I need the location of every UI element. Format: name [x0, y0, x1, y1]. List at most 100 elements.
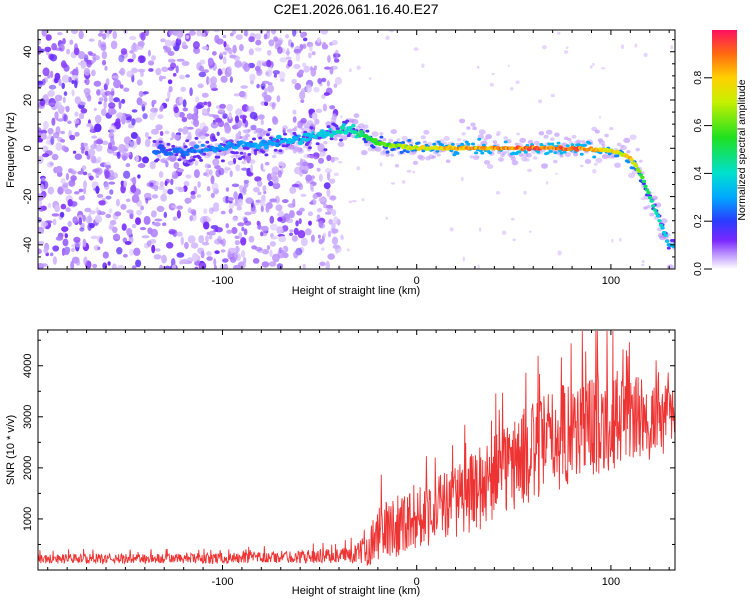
noise-speckle [316, 214, 321, 220]
noise-speckle [332, 137, 338, 141]
noise-speckle [564, 50, 569, 54]
noise-speckle [62, 238, 69, 247]
noise-speckle [97, 246, 101, 250]
noise-speckle [167, 79, 173, 85]
ridge-point [478, 129, 486, 135]
ridge-point [394, 164, 399, 168]
noise-speckle [589, 65, 593, 69]
noise-speckle [52, 218, 57, 226]
noise-speckle [80, 146, 86, 151]
noise-speckle [99, 211, 106, 216]
noise-speckle [38, 263, 45, 268]
ridge-point [660, 226, 665, 230]
ridge-point [379, 135, 384, 139]
noise-speckle [244, 119, 248, 128]
noise-speckle [565, 46, 569, 49]
snr-panel: -100 0 100 1000 2000 3000 4000 Height of stra… [5, 329, 676, 597]
noise-speckle [162, 222, 167, 226]
noise-speckle [98, 97, 104, 102]
noise-speckle [297, 230, 306, 239]
noise-speckle [167, 90, 171, 99]
noise-speckle [292, 198, 296, 208]
ridge-point [486, 164, 494, 169]
ridge-point [329, 133, 334, 138]
noise-speckle [301, 62, 307, 68]
noise-speckle [225, 223, 229, 229]
noise-speckle [233, 55, 240, 61]
noise-speckle [102, 251, 109, 259]
noise-speckle [346, 248, 350, 252]
ridge-point [623, 137, 631, 143]
ridge-point [631, 166, 636, 170]
ridge-point [158, 140, 163, 144]
ridge-point [152, 140, 157, 143]
ridge-point [371, 145, 376, 149]
ridge-point [550, 137, 555, 141]
noise-speckle [293, 227, 299, 236]
noise-speckle [62, 249, 70, 256]
ridge-point [213, 138, 218, 142]
noise-speckle [222, 34, 227, 39]
noise-speckle [110, 40, 118, 50]
noise-speckle [144, 30, 150, 37]
ridge-point [615, 154, 620, 158]
noise-speckle [331, 222, 336, 230]
noise-speckle [139, 101, 148, 107]
noise-speckle [109, 125, 117, 134]
noise-speckle [250, 163, 254, 173]
noise-speckle [326, 188, 331, 198]
noise-speckle [190, 194, 196, 200]
noise-speckle [95, 185, 100, 194]
ridge-point [466, 142, 471, 146]
noise-speckle [103, 181, 110, 190]
noise-speckle [244, 211, 252, 216]
noise-speckle [111, 75, 119, 79]
ridge-point [362, 137, 367, 141]
noise-speckle [193, 169, 200, 179]
noise-speckle [275, 204, 283, 212]
ridge-point [191, 158, 196, 162]
noise-speckle [102, 140, 109, 145]
noise-speckle [131, 194, 140, 204]
ridge-point [199, 158, 204, 162]
noise-speckle [164, 39, 172, 47]
noise-speckle [273, 36, 278, 42]
noise-speckle [112, 226, 118, 233]
noise-speckle [171, 40, 176, 47]
noise-speckle [528, 230, 532, 233]
noise-speckle [317, 78, 323, 84]
noise-speckle [212, 51, 217, 56]
noise-speckle [321, 43, 329, 50]
noise-speckle [164, 180, 168, 186]
ridge-point [471, 142, 475, 146]
ridge-point [655, 214, 661, 218]
noise-speckle [74, 111, 79, 117]
ridge-point [459, 118, 466, 124]
noise-speckle [159, 75, 163, 82]
ridge-point [271, 154, 277, 159]
ridge-point [273, 148, 278, 152]
noise-speckle [180, 86, 186, 92]
noise-speckle [47, 202, 52, 208]
noise-speckle [112, 30, 117, 40]
ridge-point [646, 205, 651, 209]
ridge-point [666, 264, 674, 269]
ridge-point [604, 133, 609, 138]
y-tick-label: -20 [22, 189, 34, 205]
noise-speckle [197, 181, 201, 188]
noise-speckle [258, 199, 267, 203]
noise-speckle [331, 236, 339, 245]
x-tick-label: 0 [414, 275, 420, 287]
noise-speckle [94, 123, 102, 133]
noise-speckle [131, 223, 137, 229]
noise-speckle [333, 216, 339, 225]
noise-speckle [226, 229, 233, 234]
ridge-point [579, 164, 584, 168]
noise-speckle [168, 228, 176, 235]
noise-speckle [164, 265, 171, 269]
noise-speckle [102, 33, 107, 40]
ridge-point [436, 140, 441, 144]
noise-speckle [103, 101, 107, 110]
noise-speckle [259, 128, 266, 137]
noise-speckle [178, 74, 185, 80]
